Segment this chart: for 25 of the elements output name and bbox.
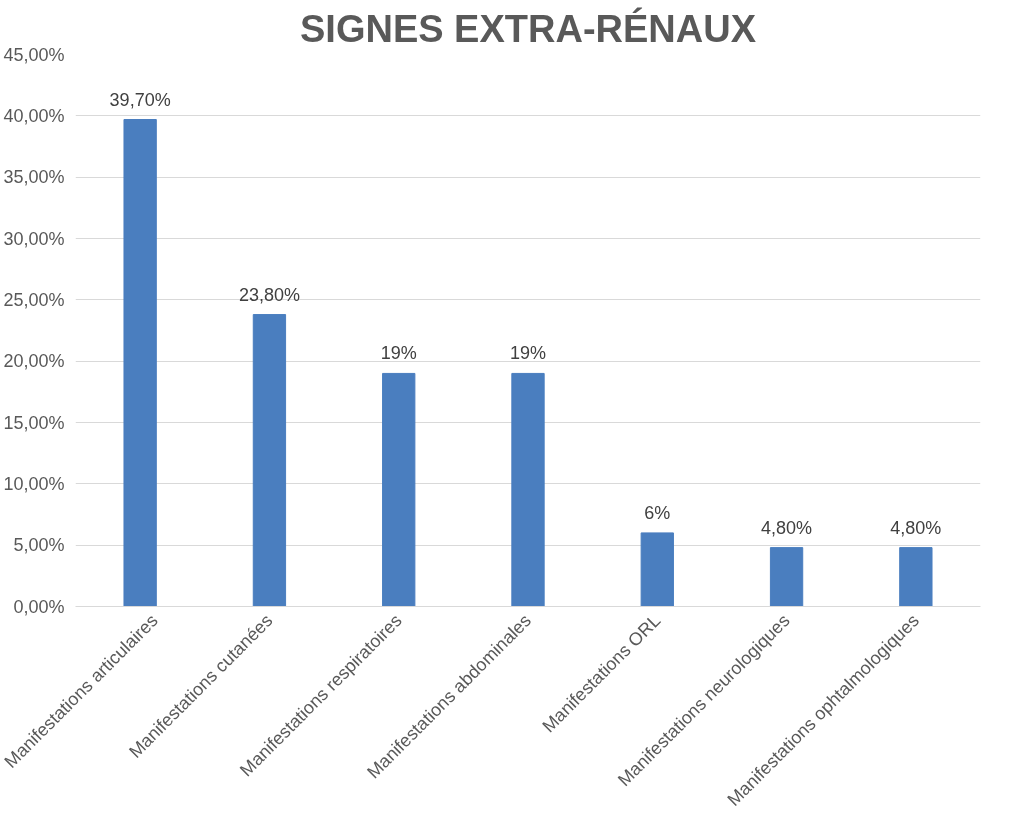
y-tick-label: 45,00% bbox=[3, 44, 65, 65]
data-label: 19% bbox=[509, 343, 547, 364]
bar bbox=[769, 547, 804, 607]
bar bbox=[511, 372, 545, 607]
data-label: 4,80% bbox=[890, 517, 942, 538]
y-tick-label: 40,00% bbox=[3, 105, 65, 126]
data-label: 39,70% bbox=[109, 89, 171, 110]
data-label: 23,80% bbox=[238, 284, 300, 305]
bar bbox=[123, 119, 157, 607]
chart-title: SIGNES EXTRA-RÉNAUX bbox=[299, 6, 757, 50]
data-label: 6% bbox=[644, 502, 671, 523]
y-tick-label: 10,00% bbox=[3, 473, 65, 494]
y-tick-label: 5,00% bbox=[13, 535, 65, 556]
y-tick-label: 15,00% bbox=[3, 412, 65, 433]
y-tick-label: 35,00% bbox=[3, 167, 65, 188]
bar bbox=[382, 372, 416, 607]
y-tick-label: 30,00% bbox=[3, 228, 65, 249]
bar bbox=[252, 314, 287, 607]
data-label: 4,80% bbox=[761, 517, 813, 538]
y-tick-label: 25,00% bbox=[3, 289, 65, 310]
bar bbox=[640, 532, 674, 607]
bar bbox=[899, 547, 933, 607]
y-tick-label: 0,00% bbox=[13, 596, 65, 617]
data-label: 19% bbox=[380, 343, 417, 364]
y-tick-label: 20,00% bbox=[3, 351, 65, 372]
